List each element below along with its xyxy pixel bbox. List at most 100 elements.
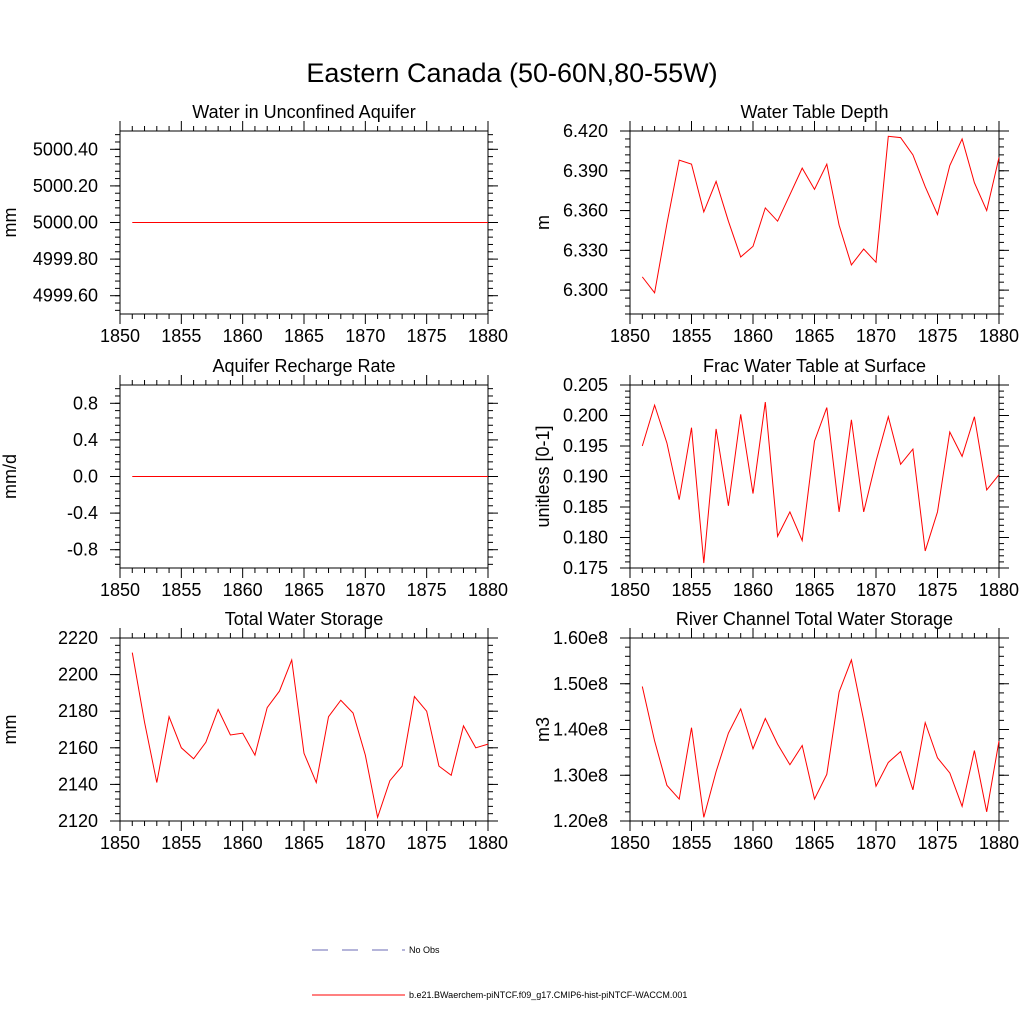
y-tick-label: 2120 (58, 811, 98, 831)
x-tick-label: 1870 (345, 580, 385, 600)
y-tick-label: 2220 (58, 628, 98, 648)
x-tick-label: 1870 (856, 833, 896, 853)
panel-6: River Channel Total Water Storage 1850 185… (533, 609, 1019, 853)
y-tick-label: 2180 (58, 701, 98, 721)
y-tick-label: 5000.40 (33, 139, 98, 159)
y-tick-label: 2140 (58, 774, 98, 794)
x-tick-label: 1850 (100, 580, 140, 600)
y-axis-label: unitless [0-1] (533, 425, 553, 527)
x-tick-label: 1855 (671, 580, 711, 600)
x-tick-label: 1880 (979, 833, 1019, 853)
series-line (131, 652, 489, 820)
y-tick-label: 6.330 (563, 240, 608, 260)
x-tick-label: 1870 (345, 326, 385, 346)
x-tick-label: 1860 (223, 833, 263, 853)
panels: Water in Unconfined Aquifer 1850 1855 1860 1… (0, 102, 1019, 853)
y-tick-label: 0.175 (563, 558, 608, 578)
y-tick-label: 2160 (58, 738, 98, 758)
x-tick-label: 1880 (468, 580, 508, 600)
series-line (641, 658, 1000, 818)
y-axis-label: mm (0, 208, 20, 238)
x-tick-label: 1875 (917, 833, 957, 853)
panel-title: Water Table Depth (740, 102, 888, 122)
x-tick-label: 1855 (161, 326, 201, 346)
y-axis-label: m (533, 215, 553, 230)
x-tick-label: 1870 (345, 833, 385, 853)
y-tick-label: -0.4 (67, 503, 98, 523)
y-tick-label: 6.390 (563, 161, 608, 181)
x-tick-label: 1865 (284, 833, 324, 853)
y-tick-label: 1.30e8 (553, 765, 608, 785)
y-tick-label: 1.50e8 (553, 674, 608, 694)
y-tick-label: -0.8 (67, 540, 98, 560)
x-tick-label: 1865 (794, 580, 834, 600)
x-tick-label: 1865 (794, 833, 834, 853)
x-tick-label: 1860 (733, 580, 773, 600)
y-tick-label: 1.40e8 (553, 720, 608, 740)
x-tick-label: 1855 (671, 326, 711, 346)
x-tick-label: 1880 (979, 326, 1019, 346)
x-tick-label: 1860 (733, 833, 773, 853)
x-tick-label: 1875 (917, 580, 957, 600)
panel-title: Aquifer Recharge Rate (212, 356, 395, 376)
y-tick-label: 0.200 (563, 406, 608, 426)
figure-title: Eastern Canada (50-60N,80-55W) (306, 58, 717, 88)
legend-label-no-obs: No Obs (409, 945, 440, 955)
panel-1: Water in Unconfined Aquifer 1850 1855 1860 1… (0, 102, 508, 346)
x-tick-label: 1850 (610, 580, 650, 600)
x-tick-label: 1850 (100, 326, 140, 346)
x-tick-label: 1875 (917, 326, 957, 346)
y-tick-label: 6.420 (563, 121, 608, 141)
legend-label-model-run: b.e21.BWaerchem-piNTCF.f09_g17.CMIP6-his… (409, 990, 687, 1000)
x-tick-label: 1855 (161, 580, 201, 600)
x-tick-label: 1880 (468, 326, 508, 346)
x-tick-label: 1850 (610, 326, 650, 346)
series-line (641, 402, 1000, 564)
x-tick-label: 1865 (794, 326, 834, 346)
x-tick-label: 1880 (468, 833, 508, 853)
x-tick-label: 1875 (407, 326, 447, 346)
y-tick-label: 2200 (58, 665, 98, 685)
x-tick-label: 1860 (223, 580, 263, 600)
x-tick-label: 1855 (671, 833, 711, 853)
y-tick-label: 0.190 (563, 467, 608, 487)
panel-2: Water Table Depth 1850 1855 1860 1865 1870 187… (533, 102, 1019, 346)
x-tick-label: 1875 (407, 580, 447, 600)
y-tick-label: 6.300 (563, 280, 608, 300)
panel-4: Frac Water Table at Surface 1850 1855 1860 1… (533, 356, 1019, 600)
x-tick-label: 1865 (284, 580, 324, 600)
y-tick-label: 4999.60 (33, 286, 98, 306)
y-tick-label: 0.180 (563, 528, 608, 548)
legend: No Obs b.e21.BWaerchem-piNTCF.f09_g17.CM… (312, 945, 687, 1000)
x-tick-label: 1850 (610, 833, 650, 853)
series-line (641, 135, 1000, 294)
y-tick-label: 4999.80 (33, 249, 98, 269)
y-axis-label: mm/d (0, 454, 20, 499)
panel-title: Water in Unconfined Aquifer (192, 102, 415, 122)
y-tick-label: 0.0 (73, 467, 98, 487)
x-tick-label: 1880 (979, 580, 1019, 600)
y-axis-label: m3 (533, 717, 553, 742)
y-tick-label: 0.185 (563, 497, 608, 517)
y-axis-label: mm (0, 715, 20, 745)
y-tick-label: 0.195 (563, 436, 608, 456)
y-tick-label: 1.60e8 (553, 628, 608, 648)
y-tick-label: 5000.20 (33, 176, 98, 196)
panel-5: Total Water Storage 1850 1855 1860 1865 1870 1… (0, 609, 508, 853)
panel-title: River Channel Total Water Storage (676, 609, 953, 629)
panel-title: Total Water Storage (225, 609, 383, 629)
x-tick-label: 1860 (223, 326, 263, 346)
x-tick-label: 1850 (100, 833, 140, 853)
x-tick-label: 1860 (733, 326, 773, 346)
x-tick-label: 1865 (284, 326, 324, 346)
x-tick-label: 1855 (161, 833, 201, 853)
panel-title: Frac Water Table at Surface (703, 356, 926, 376)
y-tick-label: 6.360 (563, 201, 608, 221)
y-tick-label: 0.205 (563, 375, 608, 395)
x-tick-label: 1870 (856, 580, 896, 600)
y-tick-label: 0.4 (73, 430, 98, 450)
panel-3: Aquifer Recharge Rate 1850 1855 1860 1865 187… (0, 356, 508, 600)
x-tick-label: 1875 (407, 833, 447, 853)
